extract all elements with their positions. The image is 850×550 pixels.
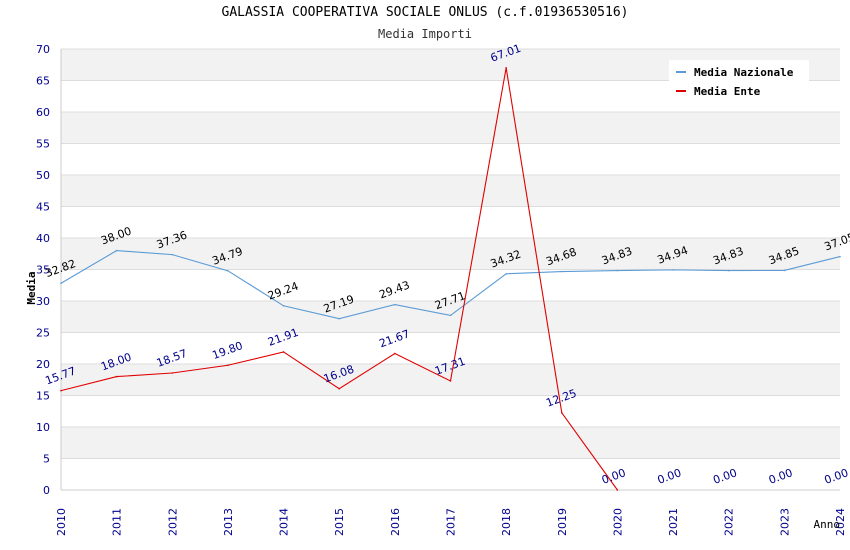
- x-tick-label: 2013: [222, 508, 235, 536]
- point-media-ente: [338, 387, 341, 390]
- x-tick-label: 2012: [166, 508, 179, 536]
- plot-band: [61, 332, 840, 364]
- plot-band: [61, 175, 840, 207]
- plot-band: [61, 238, 840, 270]
- legend-box: [669, 60, 809, 102]
- plot-band: [61, 427, 840, 459]
- y-tick-label: 40: [36, 232, 50, 245]
- x-tick-label: 2020: [611, 508, 624, 536]
- point-media-ente: [227, 364, 229, 367]
- point-media-nazionale: [449, 314, 452, 317]
- plot-band: [61, 395, 840, 427]
- x-tick-label: 2010: [55, 508, 68, 536]
- legend: Media Nazionale Media Ente: [669, 60, 809, 102]
- point-media-ente: [449, 380, 452, 382]
- point-media-nazionale: [394, 303, 396, 306]
- x-tick-label: 2017: [445, 508, 458, 536]
- y-tick-label: 50: [36, 169, 50, 182]
- x-tick-label: 2019: [556, 508, 569, 536]
- point-media-nazionale: [560, 270, 563, 273]
- point-media-ente: [171, 372, 174, 374]
- plot-band: [61, 301, 840, 333]
- y-axis-label: Media: [25, 271, 38, 304]
- y-tick-label: 55: [36, 138, 50, 151]
- y-tick-label: 10: [36, 421, 50, 434]
- x-tick-label: 2016: [389, 508, 402, 536]
- x-tick-label: 2014: [278, 508, 291, 536]
- y-tick-label: 15: [36, 390, 50, 403]
- y-tick-label: 0: [43, 484, 50, 497]
- point-media-ente: [115, 375, 118, 378]
- plot-band: [61, 206, 840, 238]
- chart-subtitle: Media Importi: [378, 27, 472, 41]
- point-media-ente: [60, 389, 62, 392]
- y-tick-label: 5: [43, 453, 50, 466]
- x-tick-label: 2011: [111, 508, 124, 536]
- point-media-ente: [282, 351, 285, 353]
- x-tick-label: 2021: [667, 508, 680, 536]
- legend-label-media-nazionale: Media Nazionale: [694, 66, 794, 79]
- plot-band: [61, 143, 840, 175]
- point-media-nazionale: [616, 269, 619, 272]
- point-media-nazionale: [672, 269, 674, 271]
- x-tick-label: 2018: [500, 508, 513, 536]
- y-tick-label: 70: [36, 43, 50, 56]
- y-tick-label: 20: [36, 358, 50, 371]
- point-media-ente: [505, 67, 507, 69]
- point-media-ente: [560, 412, 563, 414]
- point-media-nazionale: [60, 282, 62, 285]
- x-tick-label: 2023: [778, 508, 791, 536]
- y-tick-label: 45: [36, 201, 50, 214]
- plot-band: [61, 112, 840, 144]
- plot-band: [61, 458, 840, 490]
- x-axis-label: Anno: [814, 518, 841, 531]
- x-tick-label: 2015: [333, 508, 346, 536]
- y-tick-label: 60: [36, 106, 50, 119]
- point-media-nazionale: [839, 255, 841, 258]
- plot-band: [61, 269, 840, 301]
- y-tick-label: 35: [36, 264, 50, 277]
- y-tick-label: 25: [36, 327, 50, 340]
- chart-title: GALASSIA COOPERATIVA SOCIALE ONLUS (c.f.…: [221, 5, 629, 20]
- legend-label-media-ente: Media Ente: [694, 85, 761, 98]
- point-media-ente: [616, 489, 619, 491]
- point-media-nazionale: [338, 317, 341, 320]
- x-tick-label: 2022: [723, 508, 736, 536]
- point-media-nazionale: [171, 253, 174, 256]
- point-media-nazionale: [727, 269, 730, 272]
- y-tick-label: 65: [36, 75, 50, 88]
- point-media-nazionale: [282, 304, 285, 307]
- point-media-nazionale: [505, 272, 507, 275]
- y-tick-label: 30: [36, 295, 50, 308]
- point-media-ente: [394, 352, 396, 355]
- point-media-nazionale: [115, 249, 118, 252]
- point-media-nazionale: [783, 269, 786, 272]
- point-media-nazionale: [227, 270, 229, 272]
- x-tick-label: 2024: [834, 508, 847, 536]
